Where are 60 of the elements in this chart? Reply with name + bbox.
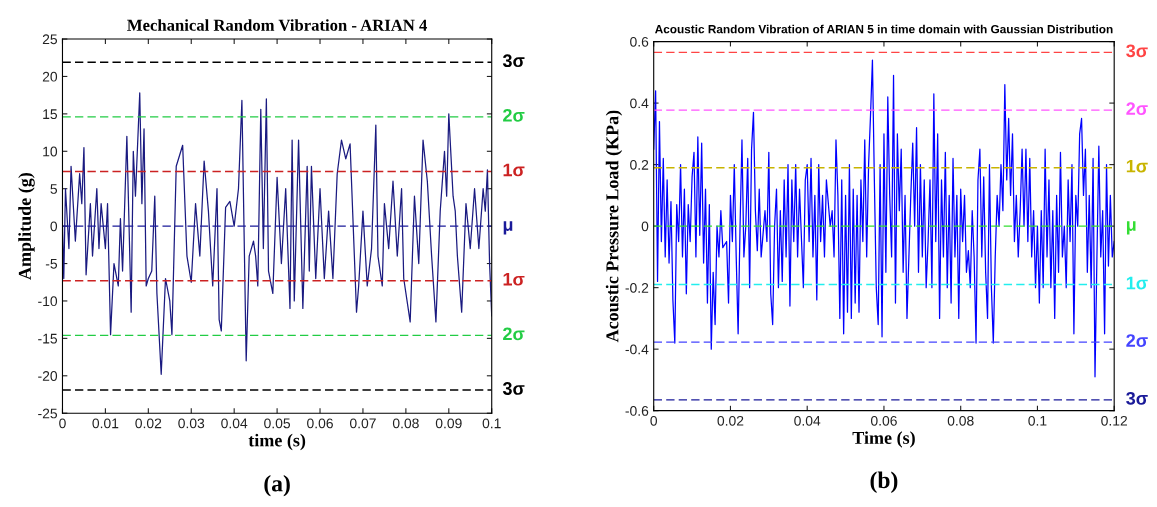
- x-axis-title: time (s): [248, 433, 306, 451]
- x-tick-label: 0.08: [392, 418, 419, 429]
- x-tick-label: 0.02: [717, 415, 744, 426]
- y-tick-label: 0.4: [630, 98, 649, 109]
- ref-line-label: μ: [1126, 221, 1136, 235]
- ref-line-label: 2σ: [1126, 334, 1148, 347]
- ref-line-label: 3σ: [502, 382, 525, 395]
- ref-line-label: 2σ: [1126, 102, 1148, 116]
- ref-line-label: 3σ: [1126, 391, 1148, 405]
- ref-line-label: μ: [503, 221, 513, 235]
- x-tick-label: 0.04: [794, 415, 821, 426]
- ref-line-label: 2σ: [503, 108, 525, 122]
- ref-line-label: 3σ: [1126, 44, 1148, 58]
- y-tick-label: -10: [38, 296, 58, 307]
- x-tick-label: 0.08: [947, 415, 974, 426]
- y-tick-label: 0.2: [630, 159, 649, 170]
- x-tick-label: 0.02: [135, 418, 162, 429]
- y-tick-label: -15: [38, 333, 58, 344]
- x-tick-label: 0: [59, 418, 66, 429]
- y-tick-label: 10: [43, 146, 58, 157]
- x-tick-label: 0.1: [1028, 415, 1047, 426]
- ref-line-label: 3σ: [502, 54, 525, 68]
- text: (b): [870, 471, 898, 493]
- ref-line-label: 1σ: [1126, 159, 1148, 173]
- ref-line-label: 1σ: [503, 273, 525, 286]
- x-tick-label: 0.01: [92, 418, 119, 429]
- y-tick-label: -5: [45, 259, 58, 269]
- y-tick-label: 20: [42, 71, 58, 82]
- ref-line-label: 1σ: [503, 163, 525, 177]
- x-tick-label: 0.07: [349, 418, 376, 429]
- y-tick-label: -0.6: [625, 406, 649, 416]
- x-axis-title: Time (s): [852, 431, 915, 448]
- x-tick-label: 0.03: [178, 418, 205, 429]
- y-tick-label: 15: [43, 109, 58, 120]
- x-tick-label: 0.06: [307, 418, 333, 429]
- y-tick-label: 5: [50, 184, 58, 194]
- x-tick-label: 0.09: [435, 418, 462, 429]
- x-tick-label: 0.05: [264, 418, 291, 429]
- y-axis-title: Amplitude (g): [18, 173, 35, 280]
- y-tick-label: 0.6: [630, 36, 649, 47]
- y-tick-label: 25: [42, 34, 58, 45]
- text: (a): [264, 474, 290, 497]
- ref-line-label: 2σ: [503, 327, 525, 341]
- y-tick-label: -0.2: [625, 282, 649, 293]
- x-tick-label: 0.12: [1101, 415, 1128, 426]
- y-tick-label: 0: [641, 221, 649, 232]
- y-tick-label: -25: [38, 408, 58, 419]
- line-series: [62, 92, 492, 375]
- line-series: [653, 59, 1115, 378]
- ref-line-label: 1σ: [1126, 276, 1148, 290]
- y-tick-label: -0.4: [625, 344, 649, 355]
- y-tick-label: -20: [38, 371, 58, 381]
- x-tick-label: 0.04: [221, 418, 248, 429]
- y-axis-title: Acoustic Pressure Load (KPa): [605, 110, 623, 343]
- chart-title: Mechanical Random Vibration - ARIAN 4: [127, 19, 428, 31]
- y-tick-label: 0: [50, 221, 58, 232]
- chart-title: Acoustic Random Vibration of ARIAN 5 in time domain with Gaussian Distribution: [655, 24, 1113, 34]
- x-tick-label: 0: [650, 415, 658, 426]
- x-tick-label: 0.06: [870, 415, 897, 426]
- x-tick-label: 0.1: [482, 418, 501, 429]
